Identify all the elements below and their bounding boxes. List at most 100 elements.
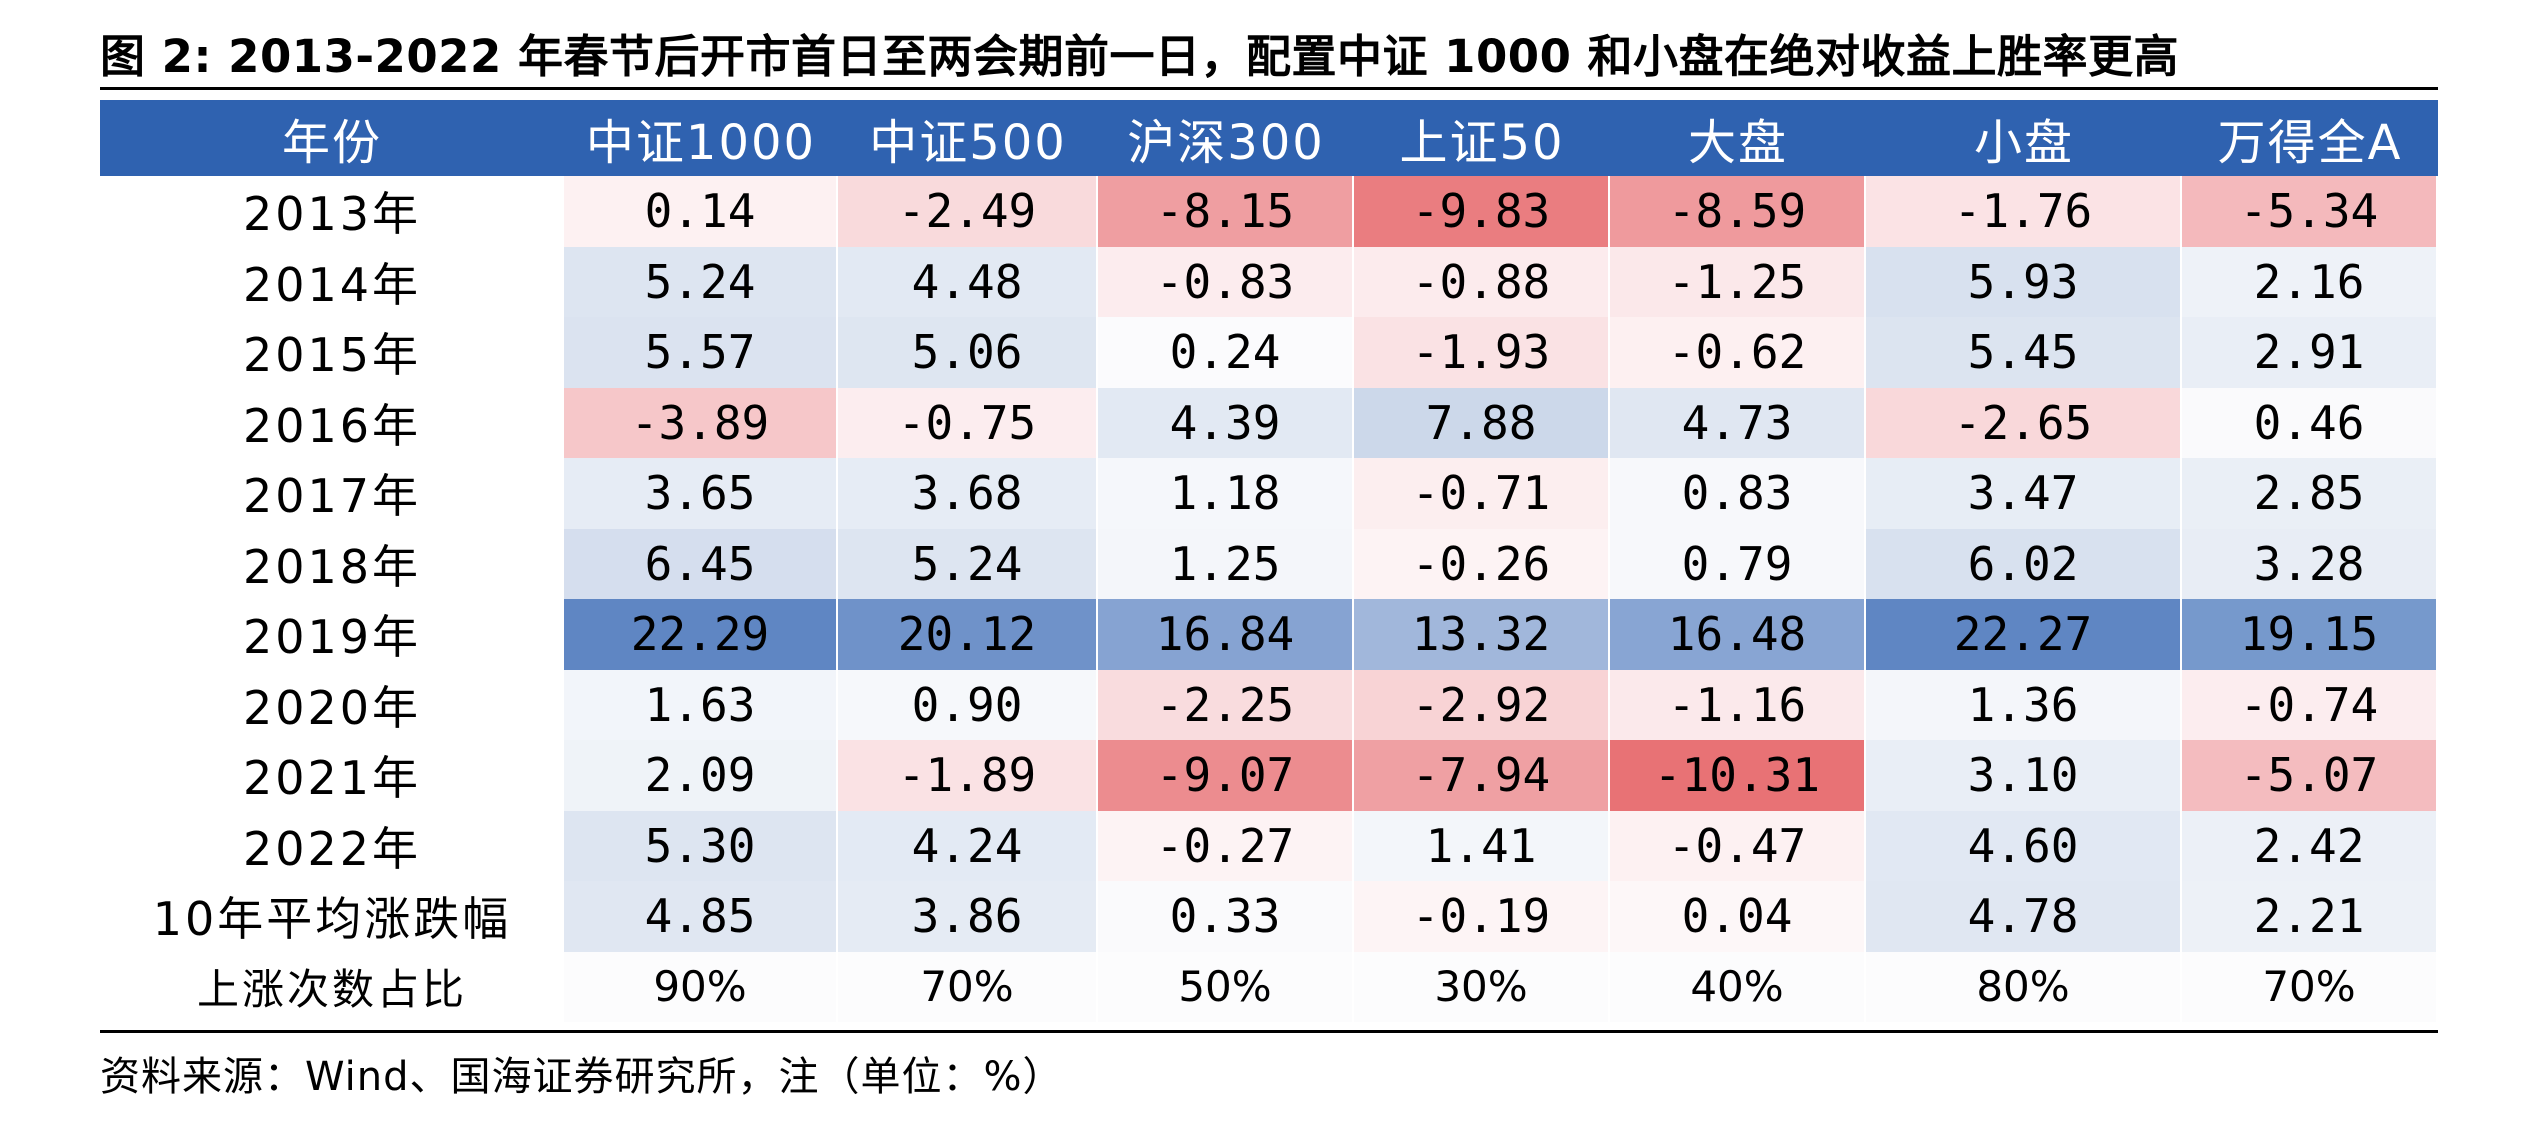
row-label: 2021年 — [242, 751, 422, 806]
value-cell: -5.34 — [2182, 176, 2438, 247]
row-label: 2016年 — [242, 398, 422, 453]
value-cell: 3.28 — [2182, 528, 2438, 599]
value-cell: 0.79 — [1610, 528, 1866, 599]
value-cell: -0.62 — [1610, 317, 1866, 388]
value-cell: -10.31 — [1610, 740, 1866, 811]
value-cell: 1.63 — [564, 669, 838, 740]
row-label: 2017年 — [242, 469, 422, 524]
ratio-cell: 30% — [1354, 951, 1610, 1022]
row-label: 2018年 — [242, 539, 422, 594]
row-label: 2022年 — [242, 821, 422, 876]
figure-title: 图 2: 2013-2022 年春节后开市首日至两会期前一日，配置中证 1000… — [100, 30, 2180, 83]
value-cell: -1.93 — [1354, 317, 1610, 388]
value-cell: 2.21 — [2182, 881, 2438, 952]
ratio-cell: 70% — [838, 951, 1098, 1022]
value-cell: -8.15 — [1098, 176, 1354, 247]
value-cell: -1.89 — [838, 740, 1098, 811]
value-cell: -2.49 — [838, 176, 1098, 247]
value-cell: 5.24 — [838, 528, 1098, 599]
value-cell: 4.48 — [838, 246, 1098, 317]
ratio-cell: 40% — [1610, 951, 1866, 1022]
value-cell: 4.78 — [1866, 881, 2182, 952]
value-cell: 3.68 — [838, 458, 1098, 529]
row-label: 2020年 — [242, 680, 422, 735]
up-ratio-row: 上涨次数占比 90% 70% 50% 30% 40% 80% 70% — [100, 951, 2438, 1022]
value-cell: 3.10 — [1866, 740, 2182, 811]
row-label: 10年平均涨跌幅 — [152, 892, 512, 947]
value-cell: 0.83 — [1610, 458, 1866, 529]
value-cell: -0.75 — [838, 387, 1098, 458]
value-cell: -5.07 — [2182, 740, 2438, 811]
header-row: 年份 中证1000 中证500 沪深300 上证50 大盘 小盘 万得全A — [100, 100, 2438, 176]
header-csi500: 中证500 — [838, 100, 1098, 176]
value-cell: 0.33 — [1098, 881, 1354, 952]
value-cell: -2.65 — [1866, 387, 2182, 458]
value-cell: 1.25 — [1098, 528, 1354, 599]
value-cell: -9.83 — [1354, 176, 1610, 247]
value-cell: 4.60 — [1866, 810, 2182, 881]
value-cell: -0.19 — [1354, 881, 1610, 952]
value-cell: 16.84 — [1098, 599, 1354, 670]
value-cell: -7.94 — [1354, 740, 1610, 811]
value-cell: 1.18 — [1098, 458, 1354, 529]
value-cell: 4.85 — [564, 881, 838, 952]
header-large-cap: 大盘 — [1610, 100, 1866, 176]
ratio-cell: 50% — [1098, 951, 1354, 1022]
table-row: 10年平均涨跌幅 4.85 3.86 0.33 -0.19 0.04 4.78 2.21 — [100, 881, 2438, 952]
value-cell: 5.93 — [1866, 246, 2182, 317]
value-cell: 0.46 — [2182, 387, 2438, 458]
value-cell: 5.57 — [564, 317, 838, 388]
value-cell: 22.29 — [564, 599, 838, 670]
value-cell: -0.71 — [1354, 458, 1610, 529]
top-rule — [100, 87, 2438, 90]
value-cell: 2.85 — [2182, 458, 2438, 529]
value-cell: 6.02 — [1866, 528, 2182, 599]
value-cell: 19.15 — [2182, 599, 2438, 670]
row-label: 上涨次数占比 — [196, 965, 467, 1015]
value-cell: 2.09 — [564, 740, 838, 811]
value-cell: -8.59 — [1610, 176, 1866, 247]
value-cell: 3.86 — [838, 881, 1098, 952]
value-cell: -0.47 — [1610, 810, 1866, 881]
value-cell: -1.25 — [1610, 246, 1866, 317]
value-cell: 5.24 — [564, 246, 838, 317]
value-cell: -3.89 — [564, 387, 838, 458]
value-cell: 6.45 — [564, 528, 838, 599]
value-cell: -0.27 — [1098, 810, 1354, 881]
value-cell: -2.25 — [1098, 669, 1354, 740]
ratio-cell: 70% — [2182, 951, 2438, 1022]
ratio-cell: 80% — [1866, 951, 2182, 1022]
table-row: 2021年 2.09 -1.89 -9.07 -7.94 -10.31 3.10 -5.07 — [100, 740, 2438, 811]
table-row: 2014年 5.24 4.48 -0.83 -0.88 -1.25 5.93 2.16 — [100, 246, 2438, 317]
value-cell: 4.73 — [1610, 387, 1866, 458]
table-row: 2020年 1.63 0.90 -2.25 -2.92 -1.16 1.36 -0.74 — [100, 669, 2438, 740]
ratio-cell: 90% — [564, 951, 838, 1022]
value-cell: -0.88 — [1354, 246, 1610, 317]
value-cell: -1.76 — [1866, 176, 2182, 247]
value-cell: 2.91 — [2182, 317, 2438, 388]
value-cell: 2.16 — [2182, 246, 2438, 317]
value-cell: -0.74 — [2182, 669, 2438, 740]
bottom-rule — [100, 1030, 2438, 1033]
row-label: 2013年 — [242, 187, 422, 242]
value-cell: 1.36 — [1866, 669, 2182, 740]
value-cell: -9.07 — [1098, 740, 1354, 811]
table-row: 2017年 3.65 3.68 1.18 -0.71 0.83 3.47 2.85 — [100, 458, 2438, 529]
value-cell: 1.41 — [1354, 810, 1610, 881]
value-cell: 3.47 — [1866, 458, 2182, 529]
header-small-cap: 小盘 — [1866, 100, 2182, 176]
table-row: 2016年 -3.89 -0.75 4.39 7.88 4.73 -2.65 0.46 — [100, 387, 2438, 458]
header-wind-all-a: 万得全A — [2182, 100, 2438, 176]
value-cell: 7.88 — [1354, 387, 1610, 458]
header-csi300: 沪深300 — [1098, 100, 1354, 176]
value-cell: 0.14 — [564, 176, 838, 247]
value-cell: 16.48 — [1610, 599, 1866, 670]
value-cell: 0.04 — [1610, 881, 1866, 952]
value-cell: 5.06 — [838, 317, 1098, 388]
value-cell: 4.39 — [1098, 387, 1354, 458]
value-cell: 5.30 — [564, 810, 838, 881]
source-note: 资料来源：Wind、国海证券研究所，注（单位：%） — [100, 1054, 1064, 1100]
value-cell: -1.16 — [1610, 669, 1866, 740]
table-row: 2015年 5.57 5.06 0.24 -1.93 -0.62 5.45 2.91 — [100, 317, 2438, 388]
table-row: 2018年 6.45 5.24 1.25 -0.26 0.79 6.02 3.28 — [100, 528, 2438, 599]
